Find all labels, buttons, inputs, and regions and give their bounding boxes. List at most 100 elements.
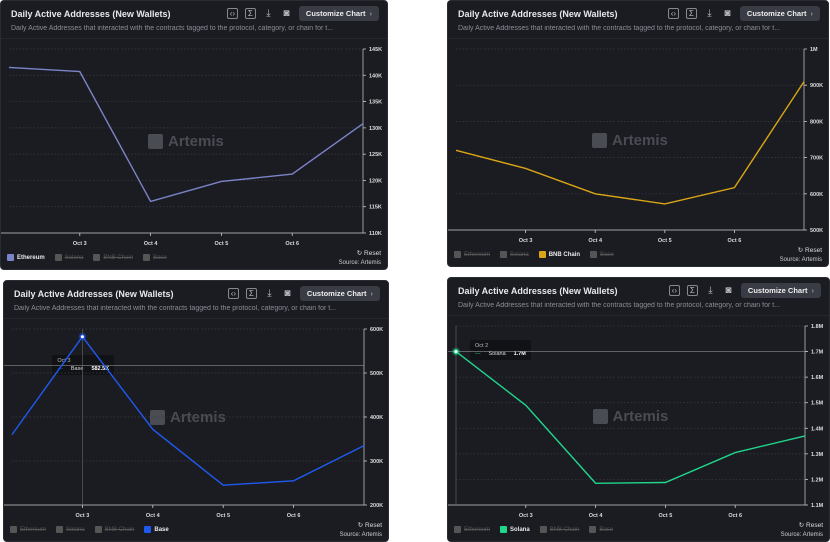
legend-item-base[interactable]: Base [590,251,614,258]
download-icon[interactable]: ⤓ [267,287,272,299]
legend-swatch [589,526,597,533]
reset-icon: ↻ [797,247,806,254]
x-tick-label: Oct 4 [588,238,603,244]
legend: Ethereum Solana BNB Chain Base [454,251,614,258]
reset-button[interactable]: ↻ Reset [356,250,381,257]
x-tick-label: Oct 5 [216,513,230,519]
legend-item-base[interactable]: Base [589,526,613,533]
chart-title: Daily Active Addresses (New Wallets) [14,289,174,299]
chart-panel-ethereum: Daily Active Addresses (New Wallets) ‹› … [0,0,388,270]
line-chart[interactable]: 1.1M 1.2M 1.3M 1.4M 1.5M 1.6M 1.7M 1.8M Oct 3 Oct… [448,278,830,542]
divider [448,38,828,39]
y-tick-label: 1M [810,47,818,53]
y-tick-label: 1.2M [811,477,824,483]
y-tick-label: 900K [810,83,823,89]
reset-button[interactable]: ↻ Reset [798,522,823,529]
chart-header: Daily Active Addresses (New Wallets) ‹› … [458,6,820,23]
customize-chart-button[interactable]: Customize Chart › [298,6,379,21]
legend-item-bnb-chain[interactable]: BNB Chain [94,526,134,533]
y-tick-label: 400K [370,415,383,421]
sigma-icon[interactable]: Σ [686,285,698,296]
y-tick-label: 110K [369,231,382,237]
embed-icon[interactable]: ‹› [667,8,679,19]
artemis-logo-icon [592,132,607,148]
legend-item-solana[interactable]: Solana [500,526,530,533]
y-tick-label: 500K [370,371,383,377]
line-chart[interactable]: 500K 600K 700K 800K 900K 1M Oct 3 Oct 4 Oct 5 Oct… [448,1,829,267]
embed-icon[interactable]: ‹› [226,8,238,19]
legend: Ethereum Solana BNB Chain Base [7,254,167,261]
tooltip-value: 582.5K [91,365,110,372]
customize-chart-button[interactable]: Customize Chart › [740,283,821,298]
customize-chart-button[interactable]: Customize Chart › [739,6,820,21]
legend-item-ethereum[interactable]: Ethereum [454,251,490,258]
legend-item-ethereum[interactable]: Ethereum [454,526,490,533]
legend-swatch [539,526,547,533]
source-label: Source: Artemis [780,532,823,538]
highlight-point [453,349,459,355]
camera-icon[interactable]: ◙ [725,284,732,296]
artemis-watermark: Artemis [592,132,668,149]
legend: Ethereum Solana BNB Chain Base [10,526,169,533]
legend-item-base[interactable]: Base [144,526,169,533]
tooltip-series: Base [70,365,84,372]
sigma-icon[interactable]: Σ [245,288,257,299]
download-icon[interactable]: ⤓ [707,7,712,19]
legend-swatch [7,254,14,261]
reset-icon: ↻ [356,250,365,257]
chevron-right-icon: › [369,9,373,18]
y-tick-label: 1.7M [811,350,824,356]
x-tick-label: Oct 4 [146,513,161,519]
artemis-logo-icon [150,410,165,425]
legend-item-bnb-chain[interactable]: BNB Chain [93,254,133,261]
chart-panel-solana: Daily Active Addresses (New Wallets) ‹› … [447,277,830,542]
chart-toolbar: ‹› Σ ⤓ ◙ Customize Chart › [668,283,821,298]
series-line-ethereum [8,66,364,203]
chart-subtitle: Daily Active Addresses that interacted w… [458,25,781,32]
embed-icon[interactable]: ‹› [668,285,680,296]
chart-toolbar: ‹› Σ ⤓ ◙ Customize Chart › [226,6,379,21]
legend-swatch [500,526,508,533]
y-tick-label: 200K [370,503,383,509]
artemis-logo-icon [148,134,163,149]
reset-button[interactable]: ↻ Reset [357,522,382,529]
camera-icon[interactable]: ◙ [284,287,291,299]
sigma-icon[interactable]: Σ [685,8,697,19]
y-tick-label: 800K [810,119,823,125]
legend-item-ethereum[interactable]: Ethereum [10,526,46,533]
x-tick-label: Oct 6 [287,513,301,519]
legend-swatch [10,526,17,533]
legend-item-bnb-chain[interactable]: BNB Chain [538,251,580,258]
source-label: Source: Artemis [338,260,381,266]
legend-item-base[interactable]: Base [143,254,167,261]
y-tick-label: 500K [810,228,823,234]
legend-item-bnb-chain[interactable]: BNB Chain [539,526,579,533]
line-chart[interactable]: 110K 115K 120K 125K 130K 135K 140K 145K Oct 3 Oct… [1,1,388,270]
chart-subtitle: Daily Active Addresses that interacted w… [458,302,781,309]
reset-button[interactable]: ↻ Reset [797,247,822,254]
y-tick-label: 120K [369,178,382,184]
tooltip-value: 1.7M [513,350,526,357]
legend-item-solana[interactable]: Solana [54,254,83,261]
x-tick-label: Oct 6 [728,513,742,519]
source-label: Source: Artemis [779,257,822,263]
x-tick-label: Oct 5 [215,241,229,247]
tooltip-date: Oct 3 [57,357,71,364]
legend-item-solana[interactable]: Solana [500,251,529,258]
embed-icon[interactable]: ‹› [227,288,239,299]
legend-item-solana[interactable]: Solana [56,526,85,533]
divider [1,38,387,39]
download-icon[interactable]: ⤓ [708,284,713,296]
y-tick-label: 115K [369,205,382,211]
camera-icon[interactable]: ◙ [724,7,731,19]
sigma-icon[interactable]: Σ [244,8,256,19]
chart-header: Daily Active Addresses (New Wallets) ‹› … [11,6,379,23]
customize-chart-button[interactable]: Customize Chart › [299,286,380,301]
camera-icon[interactable]: ◙ [283,7,290,19]
line-chart[interactable]: 200K 300K 400K 500K 600K Oct 3 Oct 4 Oct 5 Oct 6 [4,281,389,542]
download-icon[interactable]: ⤓ [266,7,271,19]
chart-title: Daily Active Addresses (New Wallets) [458,286,618,296]
y-tick-label: 700K [810,156,823,162]
legend-item-ethereum[interactable]: Ethereum [7,254,45,261]
chart-subtitle: Daily Active Addresses that interacted w… [14,305,337,312]
